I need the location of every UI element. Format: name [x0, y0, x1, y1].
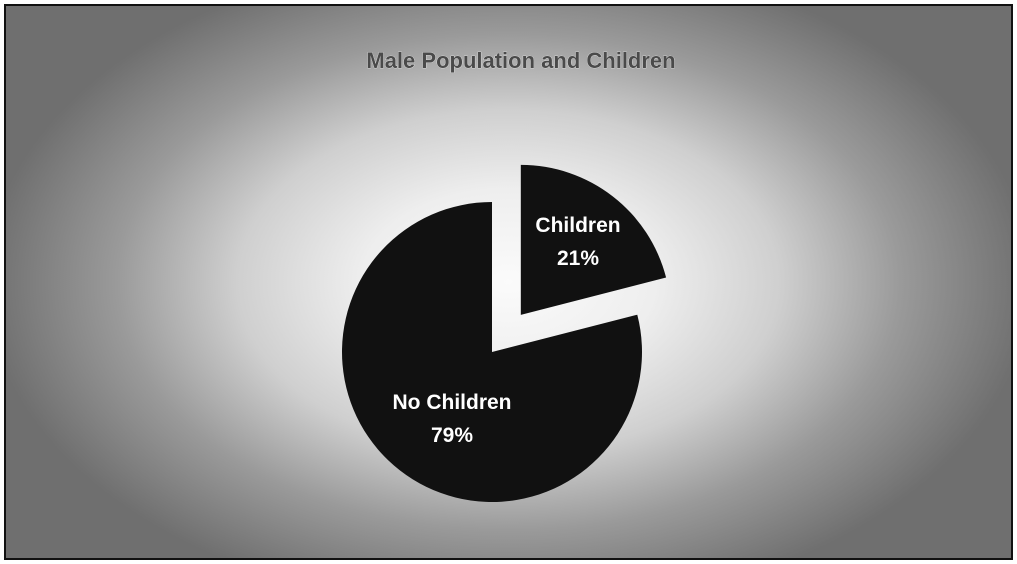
- pie-slice-no-children: [342, 202, 643, 503]
- slice-category-label: No Children: [393, 391, 512, 414]
- pie-slice-children: [520, 164, 667, 315]
- chart-title: Male Population and Children: [366, 48, 675, 73]
- pie-slices: [342, 164, 667, 503]
- chart-frame: Male Population and Children Children 21%…: [4, 4, 1013, 560]
- slice-label-no-children: No Children 79%: [393, 391, 512, 447]
- slice-label-children: Children 21%: [535, 214, 620, 270]
- pie-labels: Children 21% No Children 79%: [393, 214, 621, 447]
- slice-percent-label: 79%: [431, 424, 473, 447]
- slice-category-label: Children: [535, 214, 620, 237]
- pie-chart: Male Population and Children Children 21%…: [342, 48, 676, 503]
- slice-percent-label: 21%: [557, 247, 599, 270]
